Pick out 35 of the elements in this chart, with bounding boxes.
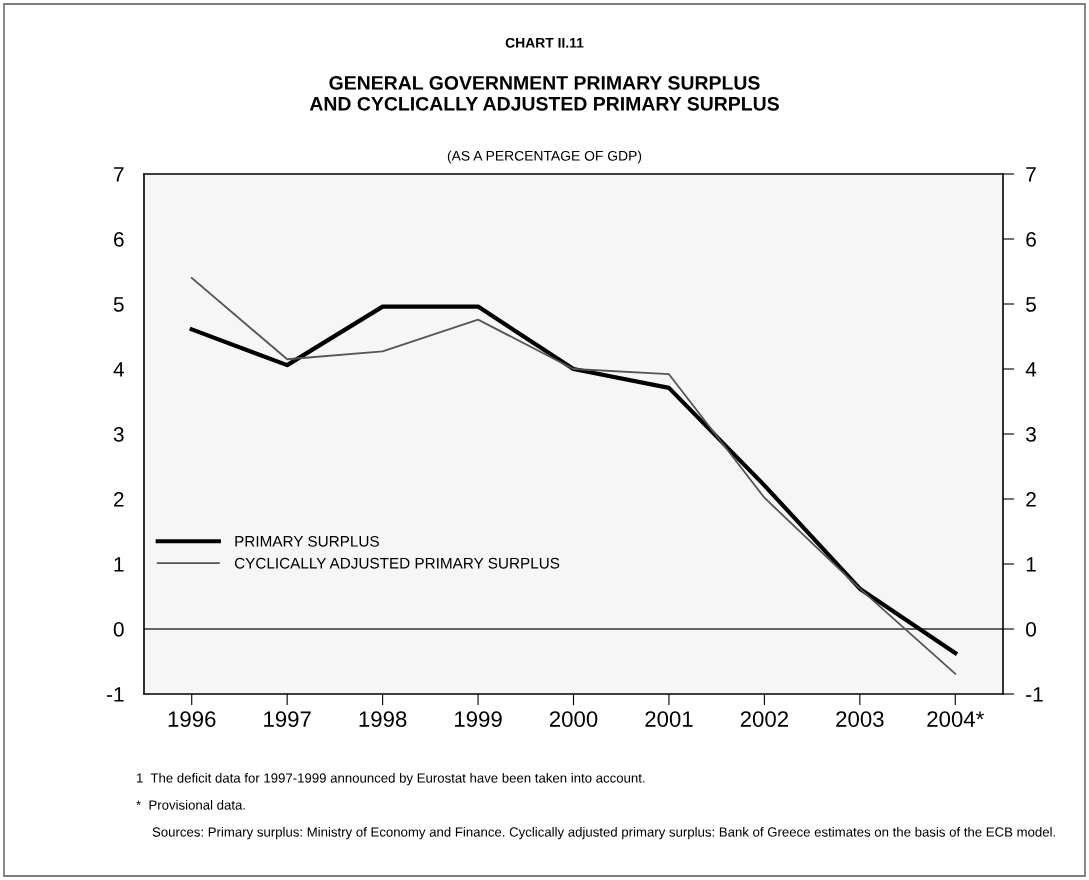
legend-label: CYCLICALLY ADJUSTED PRIMARY SURPLUS (234, 557, 560, 569)
y-tick-label: 4 (113, 362, 124, 377)
text: CHART II.11 (505, 37, 584, 48)
y-tick-label: 3 (113, 427, 124, 442)
y-tick-label: 0 (113, 622, 124, 637)
y-tick-label: 2 (114, 492, 124, 507)
x-tick-label: 2001 (645, 711, 693, 727)
y2-tick-label: 1 (1026, 557, 1036, 572)
x-tick-label: 1999 (455, 711, 502, 727)
x-tick-label: 1997 (264, 711, 311, 727)
y2-tick-label: 7 (1026, 167, 1036, 182)
legend-label: PRIMARY SURPLUS (235, 535, 379, 547)
chart-subtitle: (AS A PERCENTAGE OF GDP) (447, 150, 642, 164)
y2-tick-label: 0 (1026, 622, 1036, 637)
x-tick-label: 2003 (836, 711, 884, 727)
y2-tick-label: 6 (1026, 232, 1036, 247)
y2-tick-label: 2 (1026, 492, 1036, 507)
y-tick-label: 1 (114, 557, 124, 572)
y2-tick-label: -1 (1026, 687, 1043, 702)
source-note: Sources: Primary surplus: Ministry of Economy and Finance. Cyclically adjusted primary surplus: Bank of Greece estimates on the basis of the ECB model. (152, 827, 1055, 840)
text: 1 The deficit data for 1997-1999 announced by Eurostat have been taken into account. (137, 773, 645, 786)
y2-tick-label: 5 (1026, 297, 1036, 312)
x-tick-label: 1996 (168, 711, 216, 727)
x-tick-label: 2002 (740, 711, 788, 727)
y2-tick-label: 3 (1026, 427, 1036, 442)
y-tick-label: 5 (113, 297, 124, 312)
x-tick-label: 1998 (359, 711, 407, 727)
chart-title: GENERAL GOVERNMENT PRIMARY SURPLUS AND CYCLICALLY ADJUSTED PRIMARY SURPLUS (309, 75, 779, 111)
text: * Provisional data. (136, 800, 245, 810)
y-tick-label: -1 (106, 687, 124, 702)
x-tick-label: 2000 (549, 711, 598, 727)
y2-tick-label: 4 (1025, 362, 1037, 377)
x-tick-label: 2004* (927, 711, 984, 727)
y-tick-label: 7 (114, 167, 124, 182)
y-tick-label: 6 (114, 232, 124, 247)
